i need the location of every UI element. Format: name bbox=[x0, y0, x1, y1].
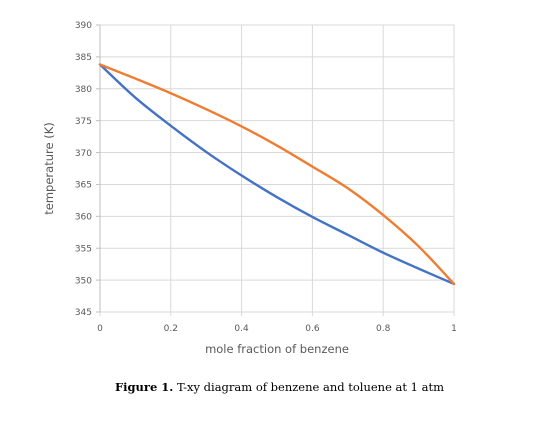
x-tick-label: 0.4 bbox=[234, 324, 249, 334]
y-tick-label: 350 bbox=[75, 276, 92, 286]
y-tick-label: 380 bbox=[75, 85, 92, 95]
figure-caption-label: Figure 1. bbox=[114, 380, 174, 394]
y-tick-label: 370 bbox=[75, 149, 92, 159]
y-tick-label: 345 bbox=[75, 308, 92, 318]
x-tick-label: 0.2 bbox=[164, 324, 178, 334]
bubble-point-curve bbox=[98, 63, 456, 286]
dew-point-curve bbox=[98, 63, 456, 286]
x-tick-label: 0.6 bbox=[305, 324, 320, 334]
figure-caption: Figure 1. T-xy diagram of benzene and to… bbox=[0, 380, 559, 394]
tick-labels: 345 350 355 360 365 370 375 380 385 390 0 0.2 0.4 0.6… bbox=[75, 21, 457, 334]
y-tick-label: 390 bbox=[75, 21, 92, 31]
y-tick-label: 360 bbox=[75, 213, 92, 223]
figure-caption-text: T-xy diagram of benzene and toluene at 1… bbox=[176, 380, 445, 394]
y-tick-label: 365 bbox=[75, 181, 92, 191]
x-axis-label: mole fraction of benzene bbox=[205, 342, 349, 356]
y-tick-label: 375 bbox=[75, 117, 92, 127]
x-tick-label: 0 bbox=[97, 324, 103, 334]
grid bbox=[100, 24, 455, 313]
y-tick-label: 355 bbox=[75, 244, 92, 254]
y-tick-label: 385 bbox=[75, 53, 92, 63]
t-xy-chart: 345 350 355 360 365 370 375 380 385 390 0 0.2 0.4 0.6… bbox=[42, 21, 457, 356]
x-tick-label: 1 bbox=[451, 324, 457, 334]
series bbox=[98, 63, 456, 286]
x-tick-label: 0.8 bbox=[376, 324, 391, 334]
y-axis-label: temperature (K) bbox=[42, 122, 56, 214]
axes bbox=[96, 24, 455, 316]
